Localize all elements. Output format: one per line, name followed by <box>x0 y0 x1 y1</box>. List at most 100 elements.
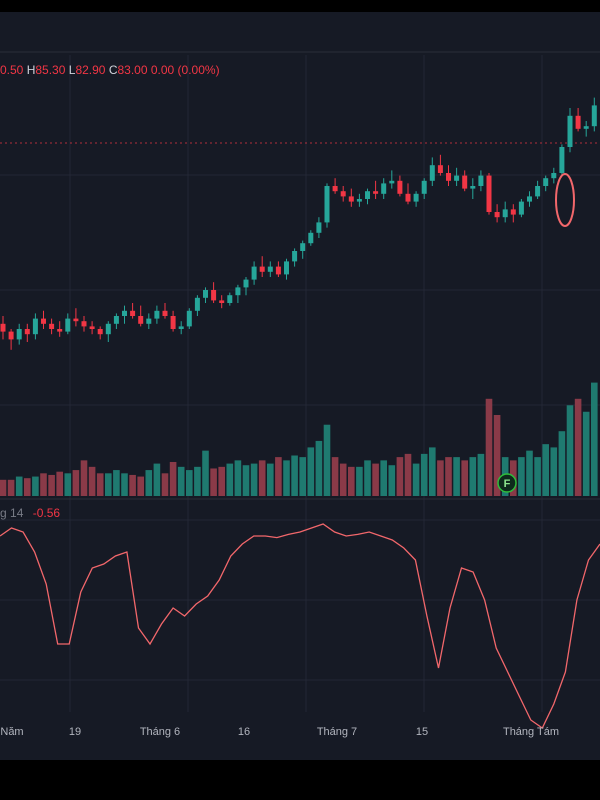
volume-bar <box>429 447 436 496</box>
candle-body <box>486 175 492 212</box>
volume-series <box>0 382 598 496</box>
candle-body <box>478 175 484 186</box>
candle-body <box>251 266 257 280</box>
candle-body <box>340 191 346 197</box>
candle-body <box>219 300 225 303</box>
close-value: 83.00 <box>117 63 148 77</box>
candle-body <box>543 178 549 186</box>
volume-bar <box>404 453 412 496</box>
volume-bar <box>105 473 112 496</box>
indicator-period: 14 <box>10 506 24 520</box>
x-tick-label: Năm <box>0 726 23 738</box>
volume-bar <box>145 470 153 496</box>
volume-bar <box>461 460 468 496</box>
volume-bar <box>80 460 88 496</box>
x-tick-label: 19 <box>69 726 81 738</box>
candle-body <box>73 318 79 322</box>
volume-bar <box>364 460 371 496</box>
volume-bar <box>242 465 250 496</box>
event-badge[interactable]: F <box>497 473 517 493</box>
candle-body <box>49 323 55 329</box>
volume-bar <box>469 457 477 496</box>
volume-bar <box>275 457 282 496</box>
candle-body <box>397 180 403 194</box>
candle-body <box>24 329 30 335</box>
candle-body <box>275 266 281 275</box>
candle-body <box>211 290 217 301</box>
candle-body <box>0 323 6 332</box>
volume-bar <box>477 453 485 496</box>
grid <box>0 51 600 712</box>
volume-bar <box>210 468 217 496</box>
candle-body <box>65 318 71 332</box>
volume-bar <box>582 411 590 496</box>
volume-bar <box>24 478 31 496</box>
volume-bar <box>40 473 47 496</box>
volume-bar <box>72 470 80 496</box>
volume-bar <box>267 463 274 496</box>
volume-bar <box>348 466 355 496</box>
candle-body <box>583 126 589 129</box>
candle-body <box>381 183 387 194</box>
x-tick-label: Tháng 7 <box>317 726 357 738</box>
candle-body <box>130 310 136 316</box>
candle-body <box>527 196 532 202</box>
volume-bar <box>445 457 452 496</box>
indicator-legend[interactable]: g 14 -0.56 <box>0 506 60 520</box>
candle-body <box>81 321 87 327</box>
volume-bar <box>177 466 185 496</box>
candle-body <box>365 191 370 199</box>
candle-body <box>16 329 22 340</box>
candle-body <box>227 295 233 303</box>
candle-body <box>510 209 516 215</box>
volume-bar <box>485 398 493 496</box>
x-tick-label: Tháng 6 <box>140 726 180 738</box>
volume-bar <box>574 398 582 496</box>
candle-body <box>97 329 103 335</box>
volume-bar <box>161 473 169 496</box>
open-value: 0.50 <box>0 63 24 77</box>
high-label: H <box>26 63 36 77</box>
volume-bar <box>153 463 161 496</box>
candle-body <box>146 318 152 324</box>
volume-bar <box>137 476 144 496</box>
volume-bar <box>234 460 242 496</box>
volume-bar <box>526 450 533 496</box>
candle-body <box>551 173 557 179</box>
candle-body <box>113 316 119 324</box>
volume-bar <box>558 431 566 496</box>
event-badge-letter: F <box>504 478 511 490</box>
candle-body <box>429 165 435 181</box>
candle-body <box>446 173 451 181</box>
volume-bar <box>250 463 258 496</box>
volume-bar <box>299 457 306 496</box>
candle-body <box>32 318 38 335</box>
candle-body <box>284 261 289 275</box>
volume-bar <box>283 460 290 496</box>
low-value: 82.90 <box>75 63 106 77</box>
candle-body <box>154 310 160 319</box>
volume-bar <box>129 474 136 496</box>
candle-body <box>308 232 314 244</box>
candle-body <box>316 222 322 233</box>
x-tick-label: 16 <box>238 726 250 738</box>
volume-bar <box>121 473 128 496</box>
indicator-line <box>0 523 600 729</box>
volume-bar <box>323 424 331 496</box>
x-tick-label: Tháng Tám <box>503 726 559 738</box>
volume-bar <box>453 457 460 496</box>
volume-bar <box>566 405 574 496</box>
chart-panel: F Năm 19 Tháng 6 16 Tháng 7 15 Tháng Tám 0.50 … <box>0 12 600 760</box>
volume-bar <box>518 457 525 496</box>
high-value: 85.30 <box>35 63 66 77</box>
candle-body <box>267 266 273 272</box>
candle-body <box>575 115 581 129</box>
candle-body <box>559 147 565 173</box>
x-axis-labels: Năm 19 Tháng 6 16 Tháng 7 15 Tháng Tám <box>0 726 559 738</box>
volume-bar <box>194 466 201 496</box>
candle-body <box>122 310 127 316</box>
candle-body <box>235 287 241 296</box>
candle-body <box>162 310 168 316</box>
volume-bar <box>356 466 363 496</box>
candle-body <box>41 318 46 324</box>
